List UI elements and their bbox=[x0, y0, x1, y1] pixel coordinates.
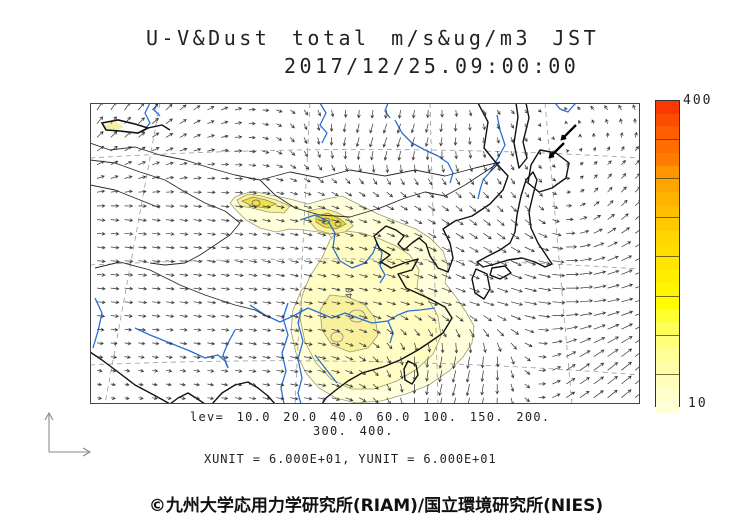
contour-levels-line1: lev= 10.0 20.0 40.0 60.0 100. 150. 200. bbox=[190, 410, 551, 424]
colorbar-segment bbox=[656, 204, 679, 218]
colorbar-segment bbox=[656, 165, 679, 179]
colorbar-segment bbox=[656, 373, 679, 388]
colorbar-segment bbox=[656, 321, 679, 335]
contour-value-label: 40 bbox=[345, 288, 355, 299]
colorbar-segment bbox=[656, 361, 679, 374]
copyright-text: ©九州大学応用力学研究所(RIAM)/国立環境研究所(NIES) bbox=[148, 496, 604, 516]
colorbar-segment bbox=[656, 113, 679, 127]
chart-datetime: 2017/12/25.09:00:00 bbox=[284, 54, 580, 78]
colorbar-max-label: 400 bbox=[683, 93, 713, 108]
chart-title: U-V&Dust total m/s&ug/m3 JST bbox=[146, 26, 600, 50]
colorbar-segment bbox=[656, 282, 679, 296]
colorbar-segment bbox=[656, 348, 679, 362]
colorbar-segment bbox=[656, 309, 679, 322]
colorbar-segment bbox=[656, 231, 679, 244]
axis-orientation-icon bbox=[44, 411, 92, 457]
colorbar-min-label: 10 bbox=[688, 396, 708, 411]
colorbar-segment bbox=[656, 126, 679, 140]
colorbar-segment bbox=[656, 387, 679, 401]
colorbar-segment bbox=[656, 139, 679, 153]
colorbar-segment bbox=[656, 334, 679, 349]
contour-levels-line2: 300. 400. bbox=[313, 424, 394, 438]
colorbar-segment bbox=[656, 270, 679, 283]
colorbar-segment bbox=[656, 191, 679, 205]
vector-units-label: XUNIT = 6.000E+01, YUNIT = 6.000E+01 bbox=[204, 452, 497, 466]
colorbar-segment bbox=[656, 217, 679, 232]
colorbar-segment bbox=[656, 152, 679, 166]
colorbar-segment bbox=[656, 295, 679, 310]
colorbar-segment bbox=[656, 256, 679, 271]
colorbar-segment bbox=[656, 243, 679, 257]
colorbar-segment bbox=[656, 400, 679, 413]
map-canvas: 40 bbox=[90, 103, 640, 404]
colorbar-segment bbox=[656, 101, 679, 114]
colorbar-segment bbox=[656, 178, 679, 192]
colorbar bbox=[655, 100, 680, 413]
